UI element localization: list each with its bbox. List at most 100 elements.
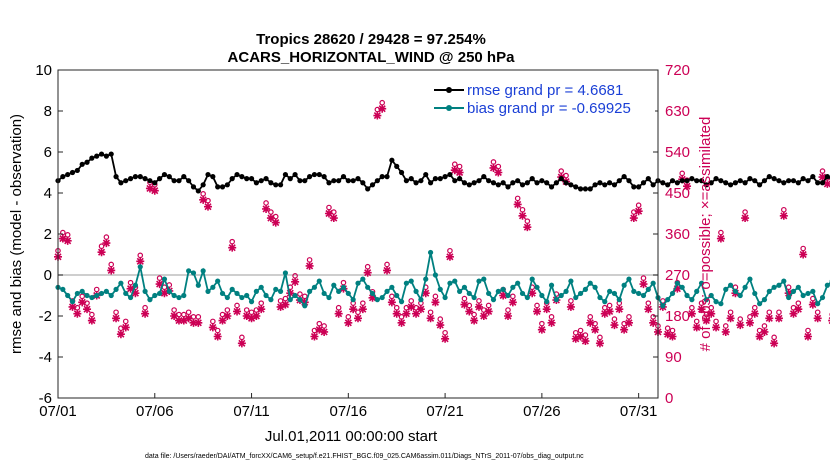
obs-assimilated-marker (136, 257, 145, 266)
bias-point (461, 284, 468, 290)
obs-assimilated-marker (310, 332, 319, 341)
rmse-point (500, 180, 506, 186)
bias-point (519, 290, 526, 297)
rmse-point (161, 171, 168, 178)
obs-assimilated-marker (431, 298, 440, 307)
bias-point (79, 288, 85, 294)
rmse-point (800, 176, 806, 182)
rmse-point (611, 182, 618, 188)
bias-point (660, 303, 666, 309)
bias-point (94, 292, 100, 299)
obs-assimilated-marker (233, 307, 242, 316)
obs-assimilated-marker (237, 339, 246, 348)
bias-point (819, 294, 826, 301)
bias-point (302, 303, 308, 309)
bias-point (166, 288, 172, 294)
rmse-point (345, 178, 351, 184)
bias-point (674, 280, 680, 286)
bias-point (548, 282, 555, 288)
bias-point (640, 292, 647, 299)
obs-assimilated-marker (504, 312, 512, 320)
obs-assimilated-marker (58, 234, 67, 243)
bias-point (205, 288, 211, 294)
bias-point (568, 278, 574, 284)
obs-assimilated-marker (189, 318, 198, 327)
obs-assimilated-marker (121, 323, 130, 332)
legend-rmse-label: rmse grand pr = 4.6681 (467, 82, 623, 99)
bias-point (152, 292, 158, 299)
bias-point (340, 284, 347, 290)
rmse-point (592, 182, 598, 188)
rmse-point (674, 180, 680, 186)
rmse-point (568, 182, 574, 188)
rmse-point (457, 176, 463, 182)
obs-assimilated-marker (799, 250, 808, 259)
obs-assimilated-marker (416, 305, 425, 314)
bias-point (427, 249, 434, 256)
rmse-point (587, 186, 593, 192)
obs-assimilated-marker (397, 318, 406, 327)
bias-point (698, 280, 705, 286)
rmse-point (326, 180, 332, 186)
bias-point (123, 290, 129, 297)
chart-title-line2: ACARS_HORIZONTAL_WIND @ 250 hPa (228, 49, 516, 66)
rmse-point (481, 174, 487, 180)
bias-point (616, 297, 622, 303)
bias-point (723, 286, 729, 292)
bias-point (350, 297, 356, 303)
bias-point (611, 290, 618, 297)
bias-point (142, 288, 148, 294)
rmse-point (786, 178, 792, 184)
rmse-point (190, 184, 197, 190)
rmse-point (510, 180, 516, 186)
obs-assimilated-marker (644, 305, 653, 314)
bias-point (268, 297, 274, 303)
rmse-point (544, 180, 550, 186)
obs-assimilated-marker (528, 289, 537, 298)
bias-point (65, 292, 71, 299)
obs-assimilated-marker (663, 330, 672, 339)
obs-assimilated-marker (242, 312, 251, 320)
obs-assimilated-marker (354, 314, 362, 323)
bias-point (389, 284, 395, 290)
obs-assimilated-marker (155, 280, 164, 289)
bias-point (669, 290, 676, 297)
obs-assimilated-marker (726, 314, 735, 323)
obs-assimilated-marker (97, 248, 106, 257)
obs-assimilated-marker (712, 323, 721, 332)
rmse-point (166, 174, 172, 180)
rmse-point (819, 180, 826, 186)
rmse-point (539, 178, 545, 184)
bias-point (292, 292, 298, 299)
bias-point (452, 278, 458, 284)
bias-point (234, 290, 240, 297)
obs-assimilated-marker (213, 332, 222, 341)
obs-assimilated-marker (286, 289, 295, 298)
rmse-point (336, 178, 342, 184)
rmse-point (215, 184, 221, 190)
bias-point (500, 286, 506, 292)
rmse-line (57, 152, 830, 193)
rmse-point (273, 182, 279, 188)
rmse-point (476, 178, 482, 184)
obs-assimilated-marker (774, 314, 783, 323)
rmse-point (553, 180, 559, 186)
rmse-point (529, 176, 535, 182)
rmse-point (747, 176, 753, 182)
obs-assimilated-marker (329, 214, 338, 223)
bias-point (311, 284, 318, 290)
right-tick-label: 630 (665, 103, 690, 120)
obs-assimilated-marker (702, 316, 711, 325)
bias-point (157, 290, 163, 297)
obs-assimilated-marker (266, 214, 275, 223)
rmse-point (229, 176, 235, 182)
rmse-point (737, 178, 743, 184)
rmse-point (665, 182, 671, 188)
rmse-point (108, 151, 114, 157)
bias-point (810, 288, 816, 294)
bias-point (645, 286, 651, 292)
left-tick-label: -2 (39, 308, 52, 325)
obs-assimilated-marker (349, 305, 358, 314)
rmse-point (205, 171, 211, 178)
